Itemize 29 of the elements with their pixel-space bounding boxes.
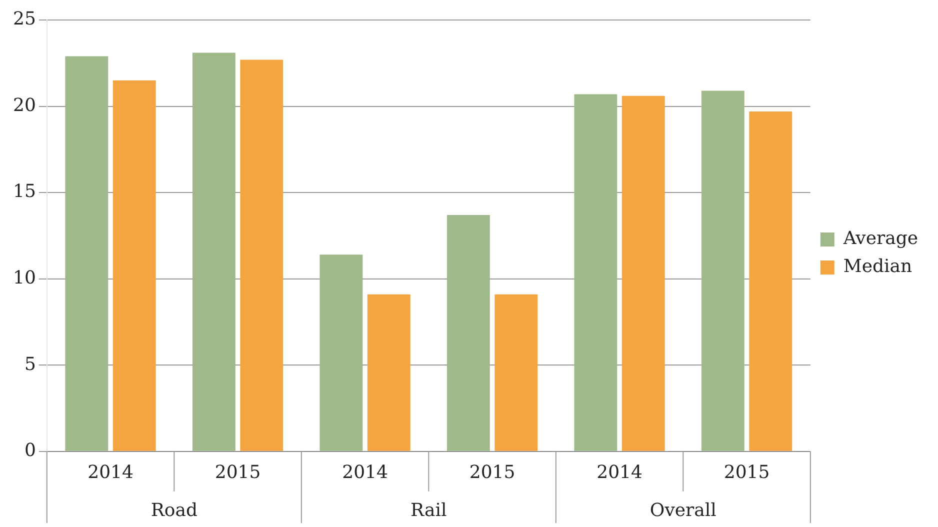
text: Road — [150, 500, 198, 522]
bar — [622, 96, 665, 451]
bar — [192, 52, 236, 451]
y-tick-label: 10 — [13, 268, 36, 289]
text: Overall — [650, 500, 717, 522]
bar — [574, 94, 618, 451]
bar — [65, 56, 108, 451]
y-tick-label: 20 — [13, 94, 36, 116]
bar — [320, 254, 363, 451]
bar — [112, 80, 156, 451]
bar — [701, 90, 744, 451]
legend-label: Median — [843, 256, 912, 278]
y-tick-label: 0 — [24, 440, 36, 462]
x-tick-label: 2014 — [88, 462, 134, 483]
x-tick-label: 2015 — [724, 462, 770, 483]
bar — [446, 214, 490, 451]
y-tick-label: 25 — [13, 8, 36, 30]
y-tick-label: 5 — [24, 354, 36, 375]
legend-label: Average — [842, 228, 918, 250]
bar — [367, 294, 410, 451]
bar — [494, 294, 538, 451]
x-tick-label: 2014 — [596, 462, 642, 483]
x-tick-label: 2015 — [214, 462, 261, 483]
text: Rail — [410, 500, 447, 522]
x-tick-label: 2015 — [469, 462, 516, 483]
y-tick-label: 15 — [13, 181, 36, 202]
bar — [749, 111, 792, 451]
x-tick-label: 2014 — [342, 462, 388, 483]
bar — [240, 60, 284, 451]
